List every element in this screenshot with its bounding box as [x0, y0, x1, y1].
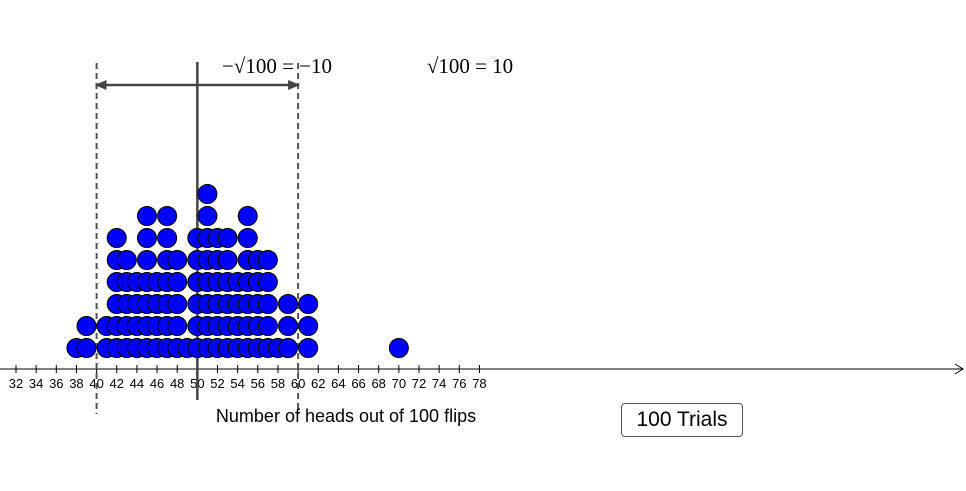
x-tick-label: 42 — [110, 376, 124, 391]
data-dot — [257, 250, 278, 270]
x-axis-label: Number of heads out of 100 flips — [216, 406, 476, 426]
x-tick-label: 38 — [69, 376, 83, 391]
x-tick-label: 72 — [412, 376, 426, 391]
data-dot — [237, 228, 258, 248]
x-tick-label: 56 — [251, 376, 265, 391]
x-tick-label: 70 — [392, 376, 406, 391]
data-dot — [197, 184, 218, 204]
x-tick-label: 36 — [49, 376, 63, 391]
data-dot — [167, 294, 188, 314]
x-axis-arrow — [954, 363, 964, 375]
data-dot — [388, 338, 409, 358]
right-span-label: √100 = 10 — [427, 54, 513, 78]
x-tick-label: 78 — [472, 376, 486, 391]
trials-button[interactable]: 100 Trials — [621, 403, 743, 437]
data-dot — [167, 250, 188, 270]
data-dot — [76, 338, 97, 358]
x-tick-label: 64 — [331, 376, 345, 391]
x-tick-label: 44 — [130, 376, 144, 391]
data-dot — [116, 250, 137, 270]
x-tick-label: 68 — [371, 376, 385, 391]
data-dot — [298, 294, 319, 314]
x-tick-label: 76 — [452, 376, 466, 391]
x-tick-label: 62 — [311, 376, 325, 391]
data-dot — [278, 338, 299, 358]
x-tick-label: 48 — [170, 376, 184, 391]
data-dot — [298, 338, 319, 358]
data-dot — [237, 206, 258, 226]
x-tick-label: 74 — [432, 376, 446, 391]
data-dot — [197, 206, 218, 226]
left-span-label: −√100 = −10 — [222, 54, 332, 78]
data-dot — [157, 228, 178, 248]
x-tick-label: 58 — [271, 376, 285, 391]
data-dot — [298, 316, 319, 336]
x-tick-label: 66 — [351, 376, 365, 391]
x-tick-label: 46 — [150, 376, 164, 391]
data-dot — [76, 316, 97, 336]
data-dot — [167, 272, 188, 292]
data-dot — [136, 206, 157, 226]
data-dot — [106, 228, 127, 248]
data-dot — [257, 272, 278, 292]
data-dot — [136, 228, 157, 248]
x-tick-label: 34 — [29, 376, 43, 391]
data-dot — [136, 250, 157, 270]
x-tick-label: 32 — [9, 376, 23, 391]
x-tick-label: 54 — [230, 376, 244, 391]
data-dot — [217, 228, 238, 248]
data-dot — [157, 206, 178, 226]
data-dot — [217, 250, 238, 270]
x-tick-label: 52 — [210, 376, 224, 391]
data-dot — [167, 316, 188, 336]
data-dot — [278, 294, 299, 314]
data-dots — [66, 184, 409, 358]
data-dot — [278, 316, 299, 336]
data-dot — [257, 316, 278, 336]
data-dot — [257, 294, 278, 314]
